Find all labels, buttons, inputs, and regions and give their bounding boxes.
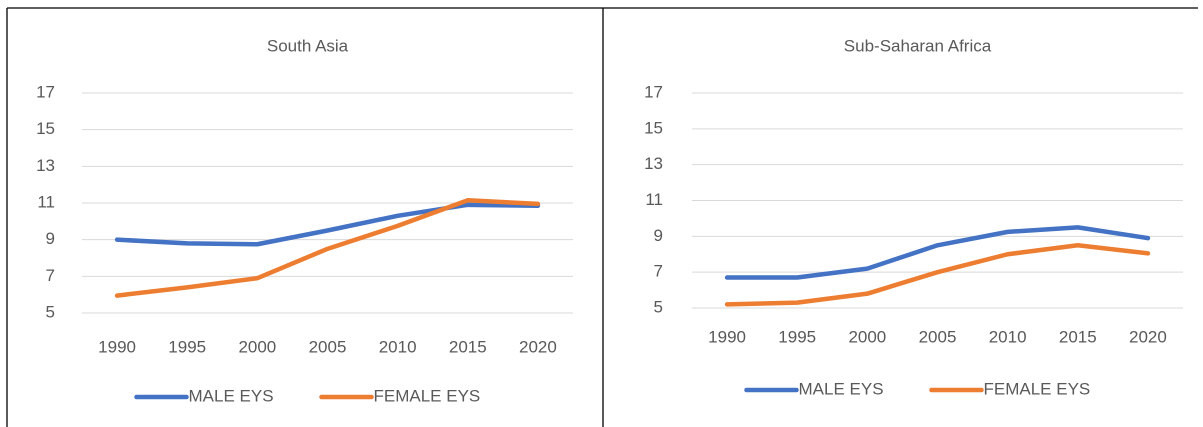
x-tick-label: 2000 [848, 327, 886, 346]
series-line [724, 225, 1151, 280]
x-tick-label: 2005 [919, 327, 957, 346]
y-tick-label: 5 [46, 302, 55, 321]
x-tick-label: 2020 [1129, 327, 1167, 346]
x-tick-label: 1995 [168, 337, 206, 356]
x-tick-label: 2005 [309, 337, 347, 356]
y-tick-label: 9 [654, 226, 663, 245]
y-tick-label: 7 [46, 266, 55, 285]
x-tick-label: 2015 [1059, 327, 1097, 346]
x-tick-label: 2000 [238, 337, 276, 356]
x-tick-label: 2010 [989, 327, 1027, 346]
legend-label: MALE EYS [189, 386, 274, 405]
y-tick-label: 11 [645, 190, 663, 209]
y-tick-label: 13 [644, 154, 663, 173]
x-tick-label: 2010 [379, 337, 417, 356]
y-tick-label: 9 [46, 229, 55, 248]
y-tick-label: 13 [36, 156, 55, 175]
legend-label: FEMALE EYS [374, 386, 481, 405]
x-tick-label: 2020 [519, 337, 557, 356]
chart-title: Sub-Saharan Africa [844, 36, 992, 55]
y-tick-label: 15 [644, 118, 663, 137]
y-tick-label: 17 [644, 82, 663, 101]
legend-label: FEMALE EYS [984, 379, 1091, 398]
x-tick-label: 2015 [449, 337, 487, 356]
y-tick-label: 15 [36, 119, 55, 138]
legend-label: MALE EYS [799, 379, 884, 398]
y-tick-label: 7 [654, 262, 663, 281]
series-line [114, 202, 541, 247]
y-tick-label: 17 [36, 82, 55, 101]
series-line [114, 198, 541, 298]
x-tick-label: 1990 [708, 327, 746, 346]
y-tick-label: 5 [654, 297, 663, 316]
series-line [724, 243, 1151, 307]
y-tick-label: 11 [37, 192, 55, 211]
x-tick-label: 1995 [778, 327, 816, 346]
x-tick-label: 1990 [98, 337, 136, 356]
chart-title: South Asia [267, 36, 349, 55]
